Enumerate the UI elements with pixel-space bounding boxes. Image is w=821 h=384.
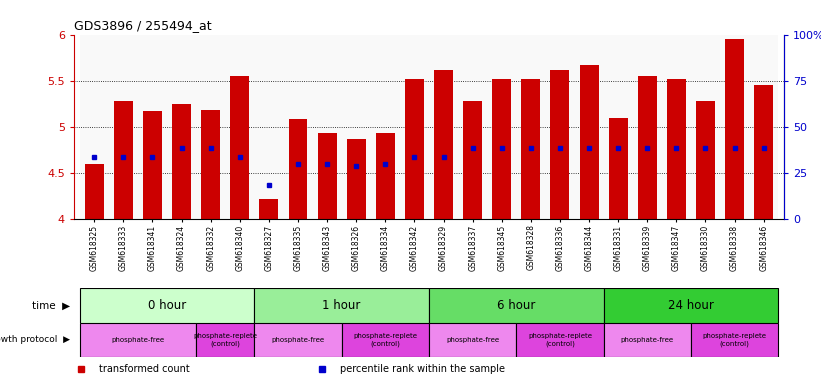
Bar — [196, 35, 225, 219]
Bar — [225, 35, 255, 219]
Bar — [720, 35, 749, 219]
Bar — [754, 85, 773, 219]
Bar — [371, 35, 400, 219]
Bar — [551, 70, 570, 219]
Text: transformed count: transformed count — [99, 364, 190, 374]
Text: time  ▶: time ▶ — [32, 300, 70, 310]
Bar — [662, 35, 691, 219]
Bar — [696, 101, 715, 219]
Bar — [255, 288, 429, 323]
Bar — [80, 35, 109, 219]
Bar — [434, 70, 453, 219]
Bar — [458, 35, 487, 219]
Text: GDS3896 / 255494_at: GDS3896 / 255494_at — [74, 19, 212, 32]
Bar — [575, 35, 603, 219]
Bar — [516, 323, 603, 357]
Bar — [255, 35, 283, 219]
Bar — [80, 323, 196, 357]
Bar — [603, 35, 633, 219]
Bar — [691, 35, 720, 219]
Bar — [231, 76, 250, 219]
Bar — [80, 288, 255, 323]
Bar — [638, 76, 657, 219]
Bar — [521, 79, 540, 219]
Bar — [516, 35, 545, 219]
Bar — [288, 119, 307, 219]
Text: 0 hour: 0 hour — [148, 299, 186, 312]
Text: percentile rank within the sample: percentile rank within the sample — [340, 364, 505, 374]
Text: phosphate-free: phosphate-free — [446, 337, 499, 343]
Bar — [749, 35, 778, 219]
Bar — [114, 101, 133, 219]
Bar — [487, 35, 516, 219]
Text: growth protocol  ▶: growth protocol ▶ — [0, 335, 70, 344]
Bar — [313, 35, 342, 219]
Bar — [85, 164, 103, 219]
Bar — [201, 110, 220, 219]
Bar — [603, 288, 778, 323]
Bar — [603, 323, 691, 357]
Bar — [580, 65, 599, 219]
Bar — [400, 35, 429, 219]
Bar — [255, 323, 342, 357]
Bar — [725, 39, 744, 219]
Text: phosphate-replete
(control): phosphate-replete (control) — [193, 333, 257, 347]
Bar — [196, 323, 255, 357]
Bar — [405, 79, 424, 219]
Text: phosphate-free: phosphate-free — [272, 337, 324, 343]
Bar — [342, 35, 371, 219]
Bar — [493, 79, 511, 219]
Bar — [608, 118, 627, 219]
Text: 1 hour: 1 hour — [323, 299, 361, 312]
Bar — [429, 288, 603, 323]
Text: 6 hour: 6 hour — [497, 299, 535, 312]
Text: phosphate-free: phosphate-free — [621, 337, 674, 343]
Bar — [346, 139, 365, 219]
Bar — [667, 79, 686, 219]
Bar — [109, 35, 138, 219]
Text: phosphate-free: phosphate-free — [112, 337, 164, 343]
Bar — [342, 323, 429, 357]
Text: 24 hour: 24 hour — [668, 299, 713, 312]
Bar — [429, 323, 516, 357]
Bar — [318, 133, 337, 219]
Text: phosphate-replete
(control): phosphate-replete (control) — [703, 333, 767, 347]
Bar — [259, 199, 278, 219]
Bar — [463, 101, 482, 219]
Bar — [691, 323, 778, 357]
Bar — [283, 35, 313, 219]
Bar — [143, 111, 162, 219]
Bar — [376, 133, 395, 219]
Text: phosphate-replete
(control): phosphate-replete (control) — [528, 333, 592, 347]
Bar — [429, 35, 458, 219]
Bar — [545, 35, 575, 219]
Bar — [167, 35, 196, 219]
Bar — [172, 104, 191, 219]
Bar — [633, 35, 662, 219]
Text: phosphate-replete
(control): phosphate-replete (control) — [353, 333, 417, 347]
Bar — [138, 35, 167, 219]
